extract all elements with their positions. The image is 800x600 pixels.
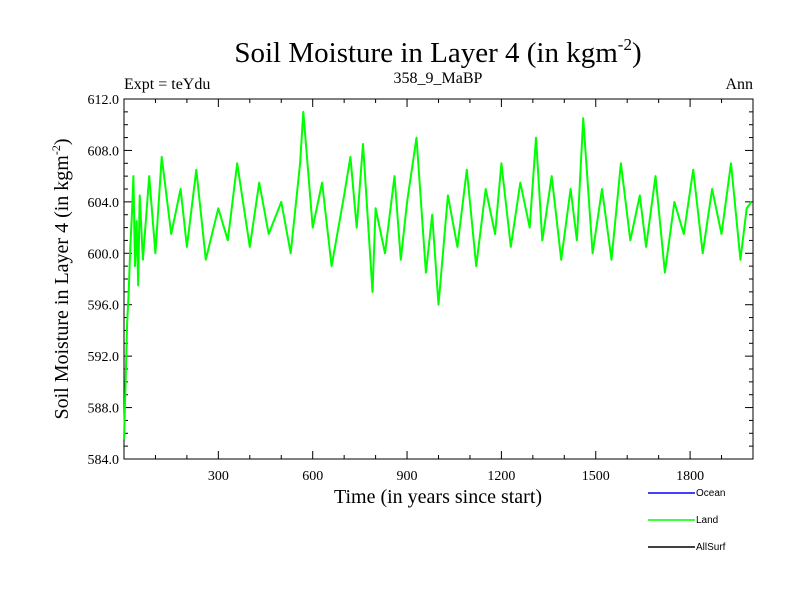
- x-axis: 300 600 900 1200 1500 1800: [154, 99, 723, 484]
- legend-label-allsurf: AllSurf: [696, 542, 726, 553]
- y-axis-label-end: ): [51, 138, 73, 145]
- subtitle-left: Expt = teYdu: [124, 76, 210, 93]
- x-tick-label: 1500: [582, 469, 610, 484]
- chart-title-end: ): [632, 37, 642, 69]
- series-line-land: [123, 110, 753, 440]
- plot-frame: [123, 98, 754, 460]
- x-tick-label: 600: [302, 469, 323, 484]
- y-axis-label-superscript: -2: [49, 145, 63, 155]
- y-tick-label: 588.0: [88, 402, 120, 417]
- y-tick-label: 600.0: [88, 247, 120, 262]
- y-tick-label: 612.0: [88, 93, 120, 108]
- chart-title-text: Soil Moisture in Layer 4 (in kgm: [234, 37, 618, 69]
- x-tick-label: 1800: [676, 469, 704, 484]
- y-tick-label: 592.0: [88, 350, 120, 365]
- x-tick-label: 300: [208, 469, 229, 484]
- y-axis-label-text: Soil Moisture in Layer 4 (in kgm: [51, 155, 73, 420]
- x-tick-label: 1200: [487, 469, 515, 484]
- y-axis: 584.0 588.0 592.0 596.0 600.0 604.0 608.0 612.0: [88, 93, 753, 468]
- y-axis-label: Soil Moisture in Layer 4 (in kgm-2): [49, 138, 73, 419]
- legend-label-land: Land: [696, 515, 718, 526]
- y-tick-label: 584.0: [88, 453, 120, 468]
- x-axis-label: Time (in years since start): [334, 486, 542, 508]
- legend-label-ocean: Ocean: [696, 488, 725, 499]
- chart-title-superscript: -2: [618, 35, 632, 54]
- legend: Ocean Land AllSurf: [648, 488, 726, 553]
- x-tick-label: 900: [397, 469, 418, 484]
- chart-title: Soil Moisture in Layer 4 (in kgm-2): [234, 35, 641, 69]
- subtitle-right: Ann: [725, 76, 753, 93]
- y-tick-label: 608.0: [88, 144, 120, 159]
- y-tick-label: 604.0: [88, 196, 120, 211]
- y-tick-label: 596.0: [88, 299, 120, 314]
- subtitle-center: 358_9_MaBP: [394, 70, 483, 87]
